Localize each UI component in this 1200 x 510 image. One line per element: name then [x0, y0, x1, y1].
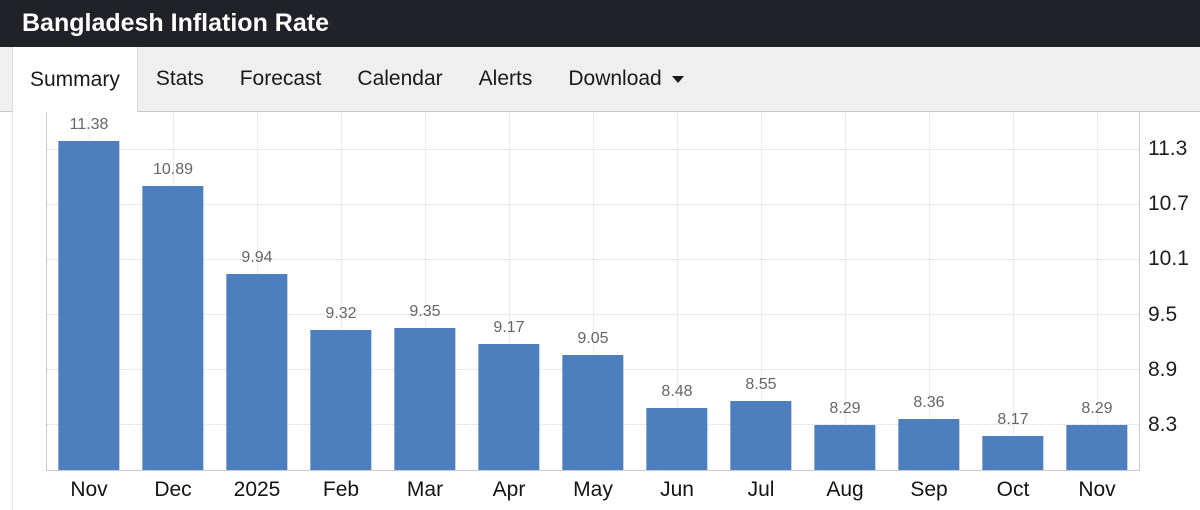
- bar-columns: 11.38 Nov 10.89 Dec 9.94 2025 9.32 Feb 9.35 Mar 9.…: [47, 112, 1139, 501]
- tab-label: Alerts: [478, 67, 533, 90]
- v-gridline: [845, 112, 846, 470]
- bar-column: 8.36 Sep: [887, 112, 971, 501]
- bar-value-label: 8.36: [913, 393, 945, 411]
- page-title: Bangladesh Inflation Rate: [22, 9, 329, 37]
- bar-column: 8.55 Jul: [719, 112, 803, 501]
- bar-value-label: 8.48: [661, 382, 693, 400]
- y-axis-tick-label: 9.5: [1148, 302, 1178, 326]
- x-axis-tick-label: Feb: [322, 478, 360, 501]
- y-axis-tick-label: 11.3: [1148, 136, 1188, 160]
- x-axis-tick-label: Mar: [406, 478, 444, 501]
- bar-value-label: 9.17: [493, 319, 525, 337]
- bar-value-label: 8.55: [745, 376, 777, 394]
- v-gridline: [593, 112, 594, 470]
- plot-area: 11.38 Nov 10.89 Dec 9.94 2025 9.32 Feb 9.35 Mar 9.…: [46, 112, 1140, 501]
- bar-column: 9.05 May: [551, 112, 635, 501]
- y-axis-tick-label: 8.3: [1148, 412, 1178, 436]
- bar-column: 8.29 Nov: [1055, 112, 1139, 501]
- v-gridline: [1097, 112, 1098, 470]
- tab-summary[interactable]: Summary: [12, 47, 138, 112]
- v-gridline: [929, 112, 930, 470]
- content-left-border: [12, 112, 13, 510]
- v-gridline: [509, 112, 510, 470]
- tab-label: Summary: [30, 67, 120, 91]
- h-gridline: [47, 148, 1139, 150]
- tab-label: Calendar: [357, 67, 443, 90]
- v-gridline: [761, 112, 762, 470]
- tab-forecast[interactable]: Forecast: [222, 47, 340, 111]
- x-axis-tick-label: 2025: [233, 478, 281, 501]
- y-axis-tick-label: 10.1: [1148, 247, 1189, 271]
- bar-value-label: 11.38: [69, 116, 109, 134]
- bar-jul[interactable]: [730, 401, 792, 470]
- bar-value-label: 9.05: [577, 330, 609, 348]
- tab-calendar[interactable]: Calendar: [339, 47, 460, 111]
- tab-label: Forecast: [239, 67, 322, 90]
- tab-stats[interactable]: Stats: [138, 47, 222, 111]
- bar-aug[interactable]: [814, 425, 876, 470]
- v-gridline: [341, 112, 342, 470]
- inflation-chart: 11.38 Nov 10.89 Dec 9.94 2025 9.32 Feb 9.35 Mar 9.…: [0, 112, 1200, 510]
- window-title-bar: Bangladesh Inflation Rate: [0, 0, 1200, 47]
- bar-jun[interactable]: [646, 407, 708, 470]
- bar-value-label: 8.29: [829, 400, 861, 418]
- bar-value-label: 10.89: [152, 161, 194, 179]
- bar-value-label: 8.17: [997, 411, 1029, 429]
- bar-nov[interactable]: [58, 141, 120, 470]
- bar-column: 9.35 Mar: [383, 112, 467, 501]
- bar-feb[interactable]: [310, 330, 372, 470]
- bar-column: 8.48 Jun: [635, 112, 719, 501]
- x-axis-tick-label: Aug: [826, 478, 864, 501]
- bar-oct[interactable]: [982, 436, 1044, 470]
- bar-value-label: 9.94: [241, 248, 273, 266]
- h-gridline: [47, 313, 1139, 315]
- bar-column: 9.32 Feb: [299, 112, 383, 501]
- h-gridline: [47, 203, 1139, 205]
- bar-sep[interactable]: [898, 418, 960, 470]
- bar-column: 9.17 Apr: [467, 112, 551, 501]
- bar-value-label: 8.29: [1081, 400, 1113, 418]
- bar-value-label: 9.35: [409, 302, 441, 320]
- tab-download[interactable]: Download: [550, 47, 701, 111]
- bar-value-label: 9.32: [325, 305, 357, 323]
- bar-column: 9.94 2025: [215, 112, 299, 501]
- v-gridline: [677, 112, 678, 470]
- x-axis-tick-label: Apr: [492, 478, 526, 501]
- tab-alerts[interactable]: Alerts: [461, 47, 551, 111]
- bar-dec[interactable]: [142, 186, 204, 470]
- y-axis-tick-label: 10.7: [1148, 192, 1189, 216]
- bar-column: 8.29 Aug: [803, 112, 887, 501]
- tab-label: Download: [568, 67, 662, 90]
- x-axis-tick-label: Nov: [1078, 478, 1116, 501]
- x-axis-tick-label: Jul: [747, 478, 775, 501]
- x-axis-tick-label: Sep: [910, 478, 948, 501]
- y-axis-tick-label: 8.9: [1148, 357, 1178, 381]
- tab-bar: Summary Stats Forecast Calendar Alerts Downlo…: [0, 47, 1200, 112]
- x-axis-tick-label: Oct: [996, 478, 1030, 501]
- v-gridline: [425, 112, 426, 470]
- bar-column: 8.17 Oct: [971, 112, 1055, 501]
- tab-label: Stats: [155, 67, 204, 90]
- caret-down-icon: [671, 75, 684, 83]
- bar-column: 10.89 Dec: [131, 112, 215, 501]
- bar-mar[interactable]: [394, 327, 456, 470]
- bar-2025[interactable]: [226, 273, 288, 470]
- bar-nov[interactable]: [1066, 425, 1128, 470]
- x-axis-tick-label: May: [573, 478, 613, 501]
- x-axis-tick-label: Jun: [660, 478, 694, 501]
- h-gridline: [47, 258, 1139, 260]
- bar-apr[interactable]: [478, 344, 540, 470]
- x-axis-tick-label: Nov: [70, 478, 108, 501]
- bar-may[interactable]: [562, 355, 624, 470]
- v-gridline: [1013, 112, 1014, 470]
- x-axis-tick-label: Dec: [154, 478, 192, 501]
- bar-column: 11.38 Nov: [47, 112, 131, 501]
